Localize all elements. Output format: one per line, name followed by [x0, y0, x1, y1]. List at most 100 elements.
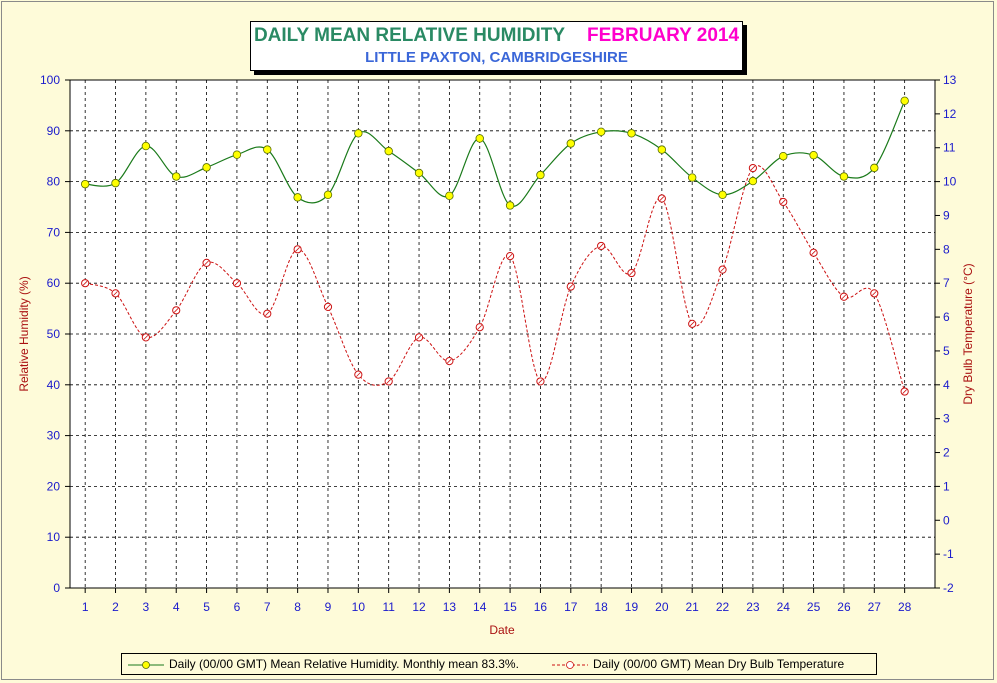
left-tick-label: 10 [47, 530, 61, 544]
temperature-point [263, 309, 272, 318]
x-tick-label: 24 [777, 600, 791, 614]
x-tick-label: 11 [382, 600, 395, 614]
temperature-point [809, 248, 818, 257]
x-tick-label: 28 [898, 600, 912, 614]
temperature-point [718, 265, 727, 274]
humidity-point [354, 129, 363, 138]
temperature-point [141, 333, 150, 342]
right-tick-label: 13 [943, 73, 957, 87]
x-tick-label: 2 [112, 600, 119, 614]
temperature-point [627, 268, 636, 278]
temperature-point [779, 197, 788, 207]
x-tick-label: 27 [868, 600, 882, 614]
temperature-point [445, 356, 454, 366]
chart-title-box: DAILY MEAN RELATIVE HUMIDITY FEBRUARY 201… [250, 21, 743, 71]
humidity-point [111, 178, 120, 188]
humidity-point [263, 145, 272, 154]
right-tick-label: 8 [943, 242, 950, 256]
x-tick-label: 8 [294, 600, 301, 614]
humidity-point [870, 163, 879, 173]
humidity-point [748, 176, 758, 186]
humidity-point [566, 139, 575, 148]
x-tick-label: 20 [655, 600, 669, 614]
right-tick-label: -2 [943, 581, 954, 595]
temperature-point [566, 282, 575, 291]
temperature-point [414, 333, 424, 342]
temperature-point [657, 194, 666, 203]
temperature-point [111, 289, 120, 298]
temperature-series-line [85, 165, 906, 392]
right-tick-label: 6 [943, 310, 950, 324]
x-tick-label: 4 [173, 600, 180, 614]
right-tick-label: 12 [943, 107, 957, 121]
x-tick-label: 25 [807, 600, 821, 614]
temperature-point [688, 319, 697, 328]
right-tick-label: 1 [943, 479, 950, 493]
x-tick-label: 21 [686, 600, 700, 614]
x-tick-label: 3 [143, 600, 150, 614]
x-tick-label: 14 [473, 600, 487, 614]
x-tick-label: 23 [746, 600, 760, 614]
humidity-point [627, 129, 636, 138]
right-tick-label: 4 [943, 378, 950, 392]
humidity-point [202, 163, 211, 172]
left-axis-title: Relative Humidity (%) [17, 276, 31, 391]
humidity-point [141, 141, 151, 151]
temperature-point [323, 302, 333, 312]
x-axis-title: Date [489, 623, 515, 637]
right-tick-label: 0 [943, 513, 950, 527]
legend-humidity-swatch [128, 661, 164, 669]
humidity-point [80, 179, 90, 189]
humidity-point [445, 191, 454, 201]
x-tick-label: 10 [352, 600, 366, 614]
x-tick-label: 5 [203, 600, 210, 614]
humidity-point [839, 172, 849, 181]
left-tick-label: 30 [47, 429, 61, 443]
left-tick-label: 80 [47, 175, 61, 189]
temperature-point [870, 289, 879, 298]
temperature-point [384, 377, 393, 386]
left-tick-label: 60 [47, 276, 61, 290]
title-main: DAILY MEAN RELATIVE HUMIDITY [253, 25, 565, 46]
left-tick-label: 40 [47, 378, 61, 392]
humidity-point [384, 146, 393, 156]
right-axis-title: Dry Bulb Temperature (°C) [961, 263, 975, 404]
humidity-point [172, 172, 181, 181]
temperature-point [475, 323, 484, 332]
temperature-point [505, 252, 515, 261]
humidity-point [900, 96, 909, 106]
x-tick-label: 26 [837, 600, 851, 614]
humidity-point [414, 168, 424, 178]
legend-temperature-swatch [552, 661, 588, 669]
x-tick-label: 15 [503, 600, 517, 614]
legend-temperature-label: Daily (00/00 GMT) Mean Dry Bulb Temperat… [593, 657, 845, 671]
humidity-point [657, 145, 667, 154]
x-tick-label: 19 [625, 600, 639, 614]
x-tick-label: 17 [564, 600, 578, 614]
x-tick-label: 6 [234, 600, 241, 614]
x-tick-label: 1 [82, 600, 89, 614]
x-tick-label: 16 [534, 600, 548, 614]
left-tick-label: 0 [53, 581, 60, 595]
humidity-point [505, 201, 515, 210]
left-tick-label: 90 [47, 124, 61, 138]
humidity-point [293, 193, 302, 202]
series-layer [80, 96, 909, 396]
temperature-point [81, 279, 90, 288]
humidity-series-line [85, 100, 906, 207]
x-tick-label: 22 [716, 600, 730, 614]
temperature-point [293, 245, 302, 254]
humidity-point [809, 150, 818, 160]
right-tick-label: -1 [943, 547, 954, 561]
left-tick-label: 70 [47, 225, 61, 239]
humidity-point [596, 127, 606, 137]
humidity-point [718, 190, 727, 200]
humidity-point [779, 151, 788, 161]
x-tick-label: 13 [443, 600, 457, 614]
temperature-point [597, 241, 606, 251]
humidity-point [232, 150, 242, 159]
temperature-point [172, 306, 181, 315]
chart-title: DAILY MEAN RELATIVE HUMIDITY FEBRUARY 201… [251, 25, 742, 47]
right-tick-label: 3 [943, 412, 950, 426]
